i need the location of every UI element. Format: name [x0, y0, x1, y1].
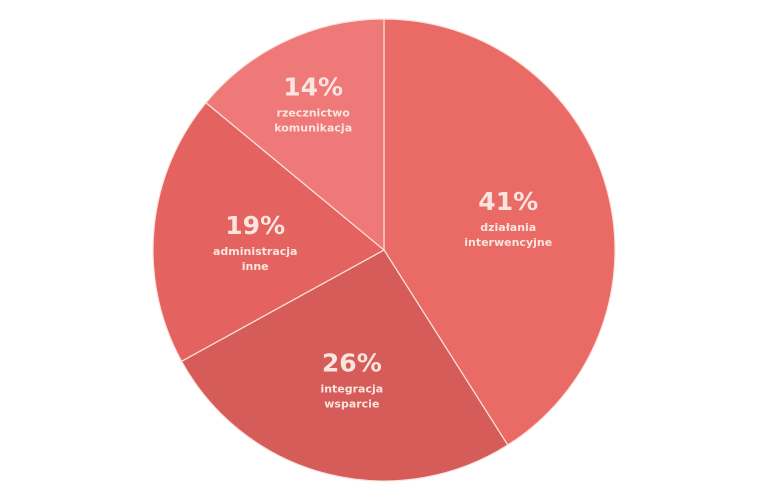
pie-slice	[205, 18, 385, 252]
slice-label: działania interwencyjne	[464, 221, 552, 249]
slice-label: integracja wsparcie	[320, 382, 383, 410]
value-label: 19%	[225, 211, 285, 240]
pie-slice	[180, 249, 509, 482]
slice-label: administracja inne	[213, 245, 298, 273]
pie-slice	[152, 101, 386, 363]
value-label: 14%	[283, 73, 343, 102]
pie-slice	[383, 18, 616, 446]
slice-label: rzecznictwo komunikacja	[274, 107, 352, 135]
value-label: 26%	[322, 348, 382, 377]
value-label: 41%	[478, 187, 538, 216]
